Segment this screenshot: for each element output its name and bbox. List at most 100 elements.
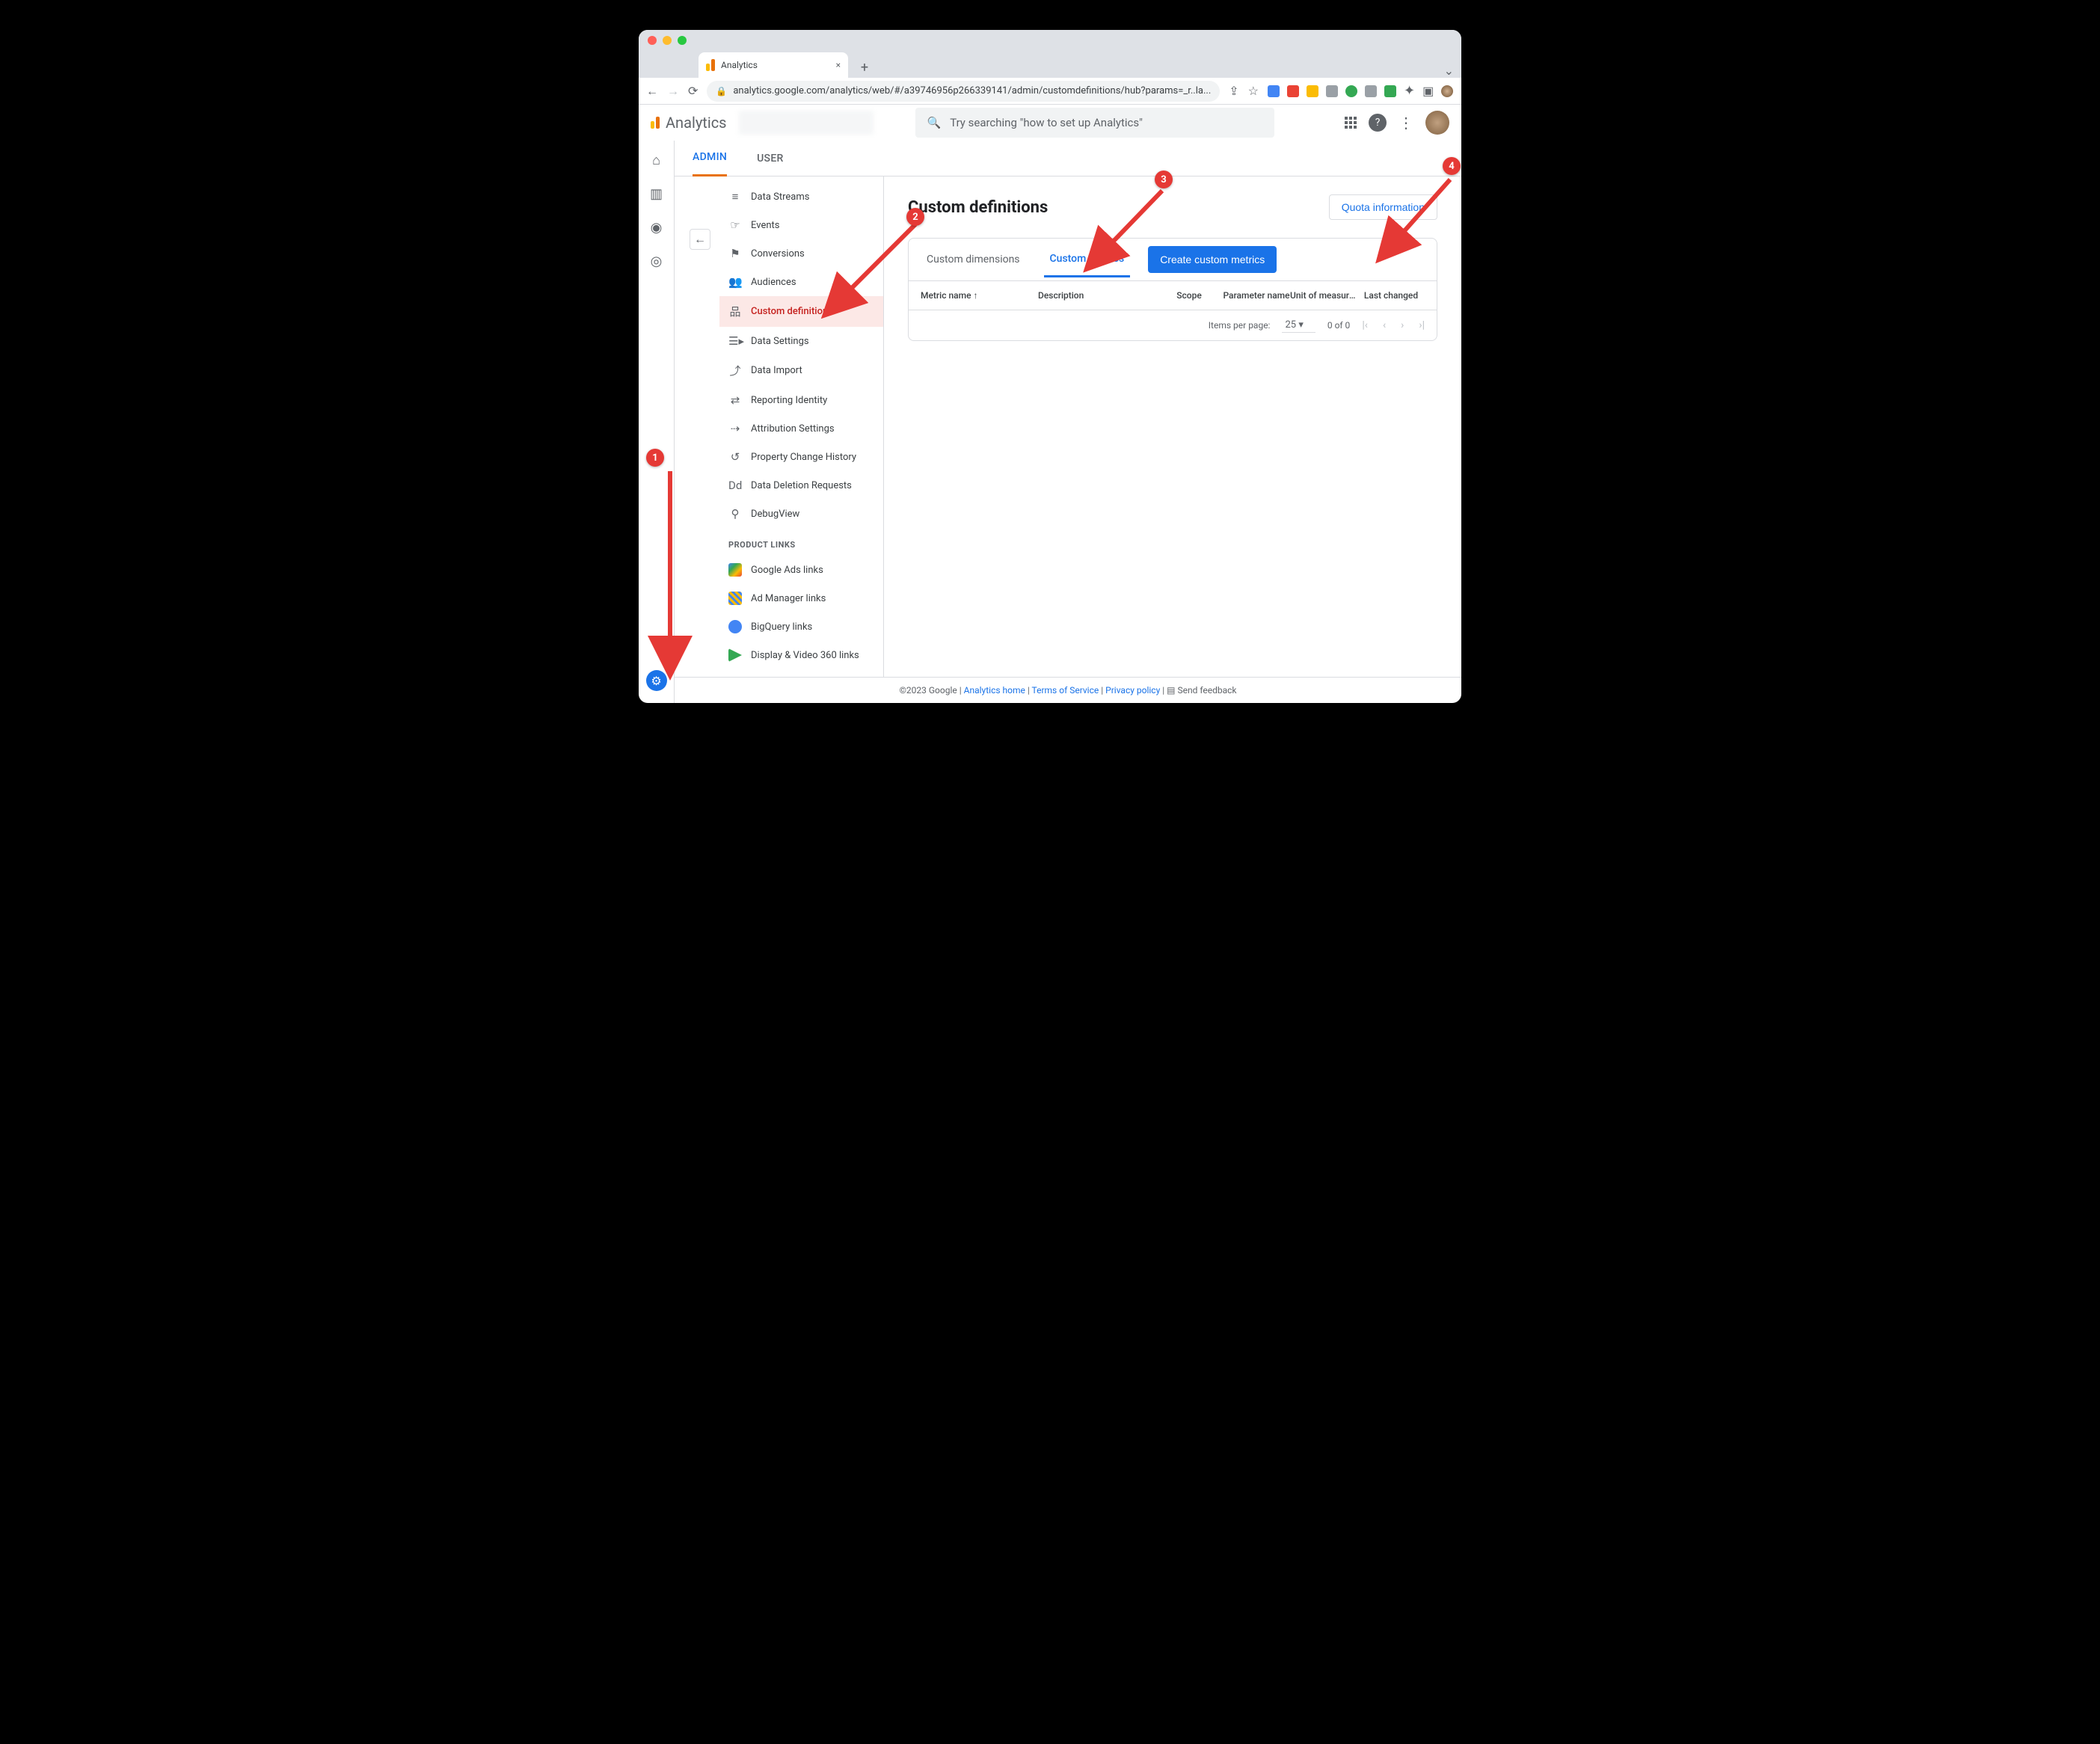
nav-label: Data Deletion Requests bbox=[751, 480, 852, 491]
extension-icon[interactable] bbox=[1365, 85, 1377, 97]
help-icon[interactable]: ? bbox=[1369, 114, 1387, 132]
nav-item-data-settings[interactable]: ☰▸Data Settings bbox=[719, 327, 883, 355]
maximize-window-button[interactable] bbox=[678, 36, 687, 45]
footer-link-tos[interactable]: Terms of Service bbox=[1032, 685, 1099, 696]
nav-item-attribution-settings[interactable]: ⇢ Attribution Settings bbox=[719, 414, 883, 443]
reload-button[interactable]: ⟳ bbox=[688, 84, 698, 98]
col-last-changed[interactable]: Last changed bbox=[1357, 290, 1425, 301]
footer: ©2023 Google | Analytics home | Terms of… bbox=[675, 677, 1461, 703]
tab-title: Analytics bbox=[721, 60, 758, 70]
footer-link-privacy[interactable]: Privacy policy bbox=[1105, 685, 1160, 696]
nav-label: Attribution Settings bbox=[751, 423, 835, 435]
nav-label: Audiences bbox=[751, 277, 796, 288]
product-icon bbox=[728, 648, 742, 662]
nav-item-google-ads-links[interactable]: Google Ads links bbox=[719, 556, 883, 584]
nav-item-ad-manager-links[interactable]: Ad Manager links bbox=[719, 584, 883, 612]
extension-icon[interactable] bbox=[1345, 85, 1357, 97]
tab-strip: Analytics × + ⌄ bbox=[639, 51, 1461, 78]
nav-icon: 👥 bbox=[728, 275, 742, 289]
extension-icon[interactable] bbox=[1384, 85, 1396, 97]
next-page-icon[interactable]: › bbox=[1401, 319, 1404, 331]
extension-icon[interactable] bbox=[1307, 85, 1318, 97]
browser-tab[interactable]: Analytics × bbox=[699, 52, 848, 78]
collapse-nav-button[interactable]: ← bbox=[690, 229, 710, 250]
sort-icon: ↑ bbox=[973, 290, 977, 301]
analytics-logo[interactable]: Analytics bbox=[651, 114, 727, 132]
sidepanel-icon[interactable]: ▣ bbox=[1422, 84, 1434, 98]
col-unit[interactable]: Unit of measurement bbox=[1290, 290, 1357, 301]
nav-icon: ⇢ bbox=[728, 422, 742, 435]
minimize-window-button[interactable] bbox=[663, 36, 672, 45]
url-bar: ← → ⟳ 🔒 analytics.google.com/analytics/w… bbox=[639, 78, 1461, 105]
nav-item-bigquery-links[interactable]: BigQuery links bbox=[719, 612, 883, 641]
nav-icon: ⚲ bbox=[728, 507, 742, 521]
product-icon bbox=[728, 592, 742, 605]
nav-item-merchant-center[interactable]: Merchant Center bbox=[719, 669, 883, 677]
nav-icon: ≡ bbox=[728, 190, 742, 203]
nav-label: Ad Manager links bbox=[751, 593, 826, 604]
annotation-arrow-4 bbox=[1379, 172, 1461, 258]
last-page-icon[interactable]: ›| bbox=[1419, 319, 1425, 331]
tab-custom-dimensions[interactable]: Custom dimensions bbox=[921, 243, 1026, 276]
nav-label: Reporting Identity bbox=[751, 395, 827, 406]
lock-icon: 🔒 bbox=[716, 86, 727, 96]
search-box[interactable]: 🔍 Try searching "how to set up Analytics… bbox=[915, 108, 1274, 138]
page-title: Custom definitions bbox=[908, 198, 1048, 217]
settings-menu-icon[interactable]: ⋮ bbox=[1399, 114, 1413, 132]
annotation-arrow-1 bbox=[655, 464, 685, 673]
extension-icon[interactable] bbox=[1268, 85, 1280, 97]
home-icon[interactable]: ⌂ bbox=[652, 153, 660, 168]
back-button[interactable]: ← bbox=[646, 84, 658, 99]
nav-icon: ⇄ bbox=[728, 393, 742, 407]
first-page-icon[interactable]: |‹ bbox=[1362, 319, 1368, 331]
url-text: analytics.google.com/analytics/web/#/a39… bbox=[733, 85, 1211, 96]
apps-icon[interactable] bbox=[1345, 117, 1357, 129]
nav-item-debugview[interactable]: ⚲DebugView bbox=[719, 500, 883, 528]
admin-gear-icon[interactable]: ⚙ bbox=[646, 670, 667, 691]
browser-window: Analytics × + ⌄ ← → ⟳ 🔒 analytics.google… bbox=[639, 30, 1461, 703]
nav-label: Conversions bbox=[751, 248, 805, 260]
prev-page-icon[interactable]: ‹ bbox=[1383, 319, 1386, 331]
favicon bbox=[706, 59, 715, 71]
share-icon[interactable]: ⇪ bbox=[1229, 84, 1238, 98]
nav-icon: ☰▸ bbox=[728, 334, 742, 348]
extensions-menu-icon[interactable]: ✦ bbox=[1404, 83, 1415, 99]
account-picker[interactable] bbox=[739, 111, 874, 135]
tab-admin[interactable]: ADMIN bbox=[693, 141, 727, 176]
nav-item-display-video-360-links[interactable]: Display & Video 360 links bbox=[719, 641, 883, 669]
close-tab-icon[interactable]: × bbox=[836, 60, 841, 70]
nav-item-property-change-history[interactable]: ↺Property Change History bbox=[719, 443, 883, 471]
nav-item-data-streams[interactable]: ≡Data Streams bbox=[719, 182, 883, 211]
footer-link-home[interactable]: Analytics home bbox=[964, 685, 1025, 696]
nav-label: Google Ads links bbox=[751, 565, 823, 576]
nav-label: Events bbox=[751, 220, 779, 231]
col-parameter[interactable]: Parameter name bbox=[1223, 290, 1290, 301]
col-scope[interactable]: Scope bbox=[1155, 290, 1223, 301]
nav-icon: 品 bbox=[728, 304, 742, 319]
annotation-arrow-2 bbox=[826, 217, 930, 314]
advertising-icon[interactable]: ◎ bbox=[651, 254, 663, 269]
forward-button[interactable]: → bbox=[667, 84, 679, 99]
col-description[interactable]: Description bbox=[1038, 290, 1155, 301]
table-header: Metric name ↑ Description Scope Paramete… bbox=[909, 281, 1437, 310]
explore-icon[interactable]: ◉ bbox=[651, 220, 663, 236]
new-tab-button[interactable]: + bbox=[854, 57, 875, 78]
col-metric-name[interactable]: Metric name ↑ bbox=[921, 290, 1038, 301]
reports-icon[interactable]: ▥ bbox=[650, 186, 663, 202]
tab-user[interactable]: USER bbox=[757, 141, 784, 176]
nav-item-reporting-identity[interactable]: ⇄ Reporting Identity bbox=[719, 386, 883, 414]
tab-dropdown-icon[interactable]: ⌄ bbox=[1437, 64, 1461, 78]
bookmark-icon[interactable]: ☆ bbox=[1248, 84, 1259, 98]
profile-avatar[interactable] bbox=[1441, 85, 1453, 97]
items-per-page-select[interactable]: 25 ▾ bbox=[1282, 318, 1315, 333]
user-avatar[interactable] bbox=[1425, 111, 1449, 135]
app: Analytics 🔍 Try searching "how to set up… bbox=[639, 105, 1461, 703]
extension-icon[interactable] bbox=[1326, 85, 1338, 97]
close-window-button[interactable] bbox=[648, 36, 657, 45]
extension-icon[interactable] bbox=[1287, 85, 1299, 97]
nav-item-data-deletion-requests[interactable]: DdData Deletion Requests bbox=[719, 471, 883, 500]
admin-subtabs: ADMIN USER bbox=[675, 141, 1461, 176]
nav-item-data-import[interactable]: ⤴Data Import bbox=[719, 355, 883, 386]
address-bar[interactable]: 🔒 analytics.google.com/analytics/web/#/a… bbox=[707, 81, 1220, 102]
send-feedback-link[interactable]: Send feedback bbox=[1177, 685, 1236, 696]
